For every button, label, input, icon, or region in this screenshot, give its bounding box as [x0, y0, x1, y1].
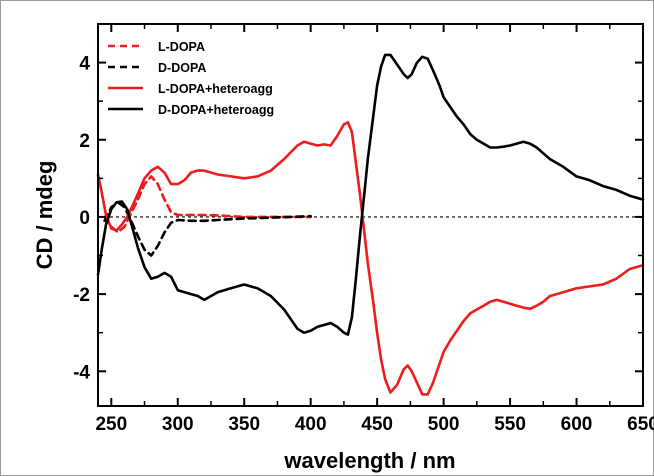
x-tick-label-600: 600: [561, 414, 593, 435]
series-line-3: [96, 121, 645, 396]
y-axis-title: CD / mdeg: [32, 161, 57, 270]
x-tick-label-550: 550: [494, 414, 526, 435]
x-tick-label-300: 300: [162, 414, 194, 435]
x-tick-label-650: 650: [627, 414, 654, 435]
series-layer: [96, 53, 645, 396]
legend-label-2: D-DOPA: [158, 61, 206, 75]
axes-layer: 250 300 350 400 450 500 550 600 650 -4 -2 0 2 4: [73, 24, 654, 435]
y-tick-label--4: -4: [73, 362, 90, 383]
x-tick-label-400: 400: [295, 414, 327, 435]
y-tick-label-4: 4: [79, 54, 90, 75]
x-tick-label-500: 500: [428, 414, 460, 435]
y-tick-label-2: 2: [79, 131, 90, 152]
series-line-2: [103, 201, 312, 257]
series-line-4: [96, 53, 645, 336]
legend-label-3: L-DOPA+heteroagg: [158, 82, 273, 96]
x-tick-label-350: 350: [228, 414, 260, 435]
series-line-1: [103, 175, 312, 234]
x-axis-title: wavelength / nm: [283, 448, 455, 473]
x-tick-label-450: 450: [361, 414, 393, 435]
legend: L-DOPA D-DOPA L-DOPA+heteroagg D-DOPA+heter…: [108, 40, 274, 117]
x-tick-label-250: 250: [95, 414, 127, 435]
legend-label-1: L-DOPA: [158, 40, 205, 54]
y-tick-label-0: 0: [79, 208, 90, 229]
legend-label-4: D-DOPA+heteroagg: [158, 103, 274, 117]
plot-frame: [97, 23, 644, 407]
y-tick-label--2: -2: [73, 285, 90, 306]
